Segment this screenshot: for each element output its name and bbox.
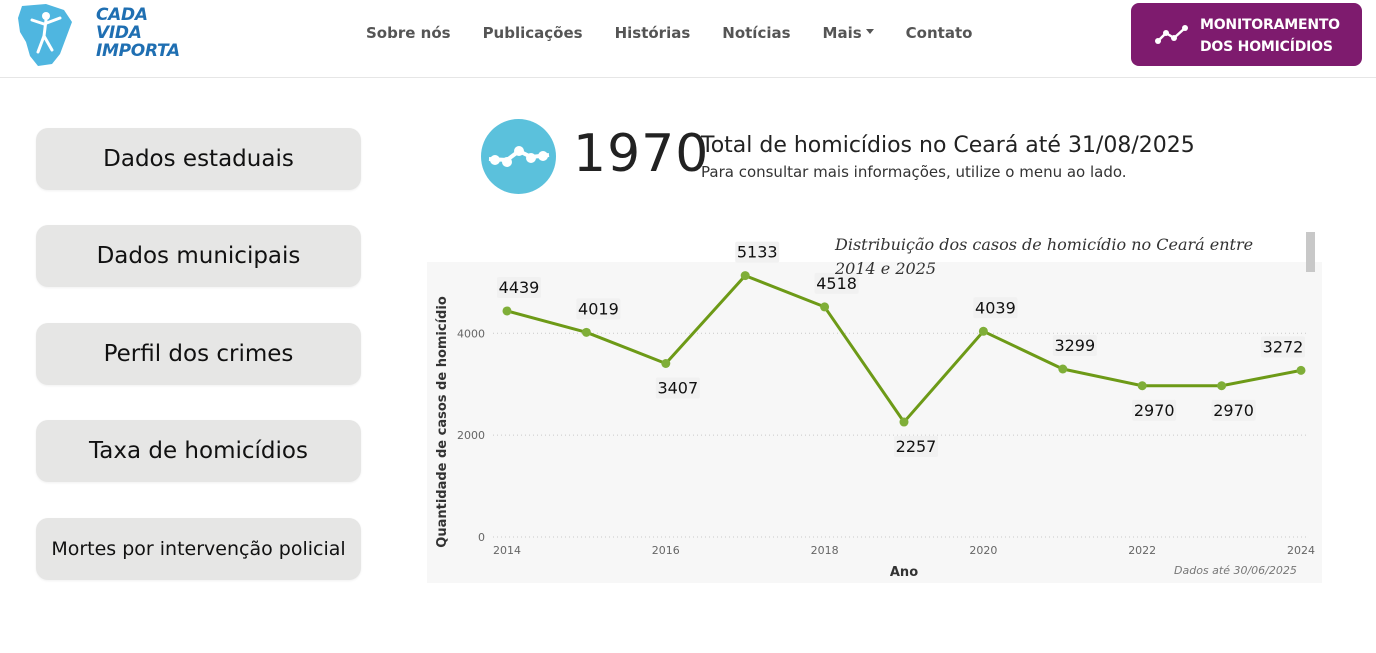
- data-label-background: [497, 276, 541, 298]
- chart-title: Distribuição dos casos de homicídio no C…: [835, 235, 1254, 278]
- chart-panel: [427, 262, 1322, 583]
- data-label-background: [1052, 334, 1097, 356]
- data-point: [1137, 381, 1147, 391]
- nav-item-contato[interactable]: Contato: [905, 24, 973, 42]
- data-label: 5133: [737, 243, 778, 262]
- data-point: [899, 417, 909, 427]
- x-tick-label: 2016: [652, 544, 680, 557]
- x-tick-label: 2024: [1287, 544, 1315, 557]
- data-point: [661, 358, 671, 368]
- chart-title-scrollbar[interactable]: [1306, 232, 1315, 272]
- sidebar-item-perfil-dos-crimes[interactable]: Perfil dos crimes: [36, 323, 361, 385]
- line-chart-icon: [1155, 25, 1188, 44]
- data-label: 2970: [1213, 401, 1254, 420]
- data-label: 4039: [975, 298, 1016, 317]
- data-label: 3299: [1054, 336, 1095, 355]
- data-label: 3272: [1263, 337, 1304, 356]
- data-label: 2257: [896, 437, 937, 456]
- data-point: [1296, 365, 1306, 375]
- nav-item-mais-label: Mais: [822, 24, 862, 42]
- monitoring-button-line-1: MONITORAMENTO: [1200, 17, 1340, 33]
- nav-item-noticias[interactable]: Notícias: [722, 24, 791, 42]
- ceara-map-figure-icon: [18, 4, 72, 66]
- data-label-background: [1211, 399, 1256, 421]
- kpi-title: Total de homicídios no Ceará até 31/08/2…: [701, 133, 1195, 158]
- kpi-subtitle: Para consultar mais informações, utilize…: [701, 163, 1127, 181]
- data-point: [1058, 364, 1068, 374]
- chart-footnote: Dados até 30/06/2025: [1174, 564, 1297, 577]
- logo-line-3: IMPORTA: [96, 41, 180, 61]
- main-nav: Sobre nós Publicações Histórias Notícias…: [350, 24, 988, 42]
- x-tick-label: 2020: [969, 544, 997, 557]
- data-point: [1217, 381, 1227, 391]
- data-point: [820, 302, 830, 312]
- x-tick-label: 2014: [493, 544, 521, 557]
- data-label-background: [735, 241, 780, 263]
- monitoring-homicides-button[interactable]: MONITORAMENTO DOS HOMICÍDIOS: [1131, 3, 1362, 66]
- y-tick-label: 2000: [457, 429, 485, 442]
- data-label-background: [576, 298, 621, 320]
- data-point: [978, 326, 988, 336]
- data-point: [502, 306, 512, 316]
- homicides-line-chart: 0 2000 4000 2014 2016 2018 2020 2022 2024 Ano Quan…: [435, 241, 1315, 580]
- y-axis-title: Quantidade de casos de homicídio: [435, 296, 450, 548]
- sidebar-item-dados-estaduais[interactable]: Dados estaduais: [36, 128, 361, 190]
- monitoring-button-line-2: DOS HOMICÍDIOS: [1200, 39, 1333, 55]
- y-tick-label: 4000: [457, 327, 485, 340]
- nav-item-sobre-nos[interactable]: Sobre nós: [366, 24, 451, 42]
- data-label: 3407: [657, 378, 698, 397]
- x-tick-label: 2018: [811, 544, 839, 557]
- nav-item-historias[interactable]: Histórias: [614, 24, 691, 42]
- series-line: [506, 274, 1302, 424]
- data-label-background: [814, 272, 859, 294]
- data-label-background: [655, 377, 700, 399]
- x-tick-label: 2022: [1128, 544, 1156, 557]
- data-label-background: [1261, 336, 1305, 358]
- logo-text: CADA VIDA IMPORTA: [96, 6, 180, 60]
- nav-item-publicacoes[interactable]: Publicações: [482, 24, 583, 42]
- data-label-background: [1132, 399, 1177, 421]
- logo-line-2: VIDA: [96, 23, 142, 43]
- logo-line-1: CADA: [96, 5, 148, 25]
- data-label-background: [894, 436, 938, 458]
- data-label: 4019: [578, 299, 619, 318]
- top-header: CADA VIDA IMPORTA Sobre nós Publicações …: [0, 0, 1376, 78]
- trend-line-icon: [488, 146, 550, 167]
- sidebar-item-mortes-intervencao-policial[interactable]: Mortes por intervenção policial: [36, 518, 361, 580]
- nav-item-mais[interactable]: Mais: [807, 24, 890, 42]
- caret-down-icon: [865, 29, 874, 34]
- site-logo[interactable]: CADA VIDA IMPORTA: [16, 2, 180, 68]
- data-label-background: [973, 297, 1018, 319]
- data-point: [740, 271, 750, 281]
- x-axis-title: Ano: [890, 565, 918, 580]
- y-tick-label: 0: [478, 531, 485, 544]
- kpi-trend-badge: [481, 119, 556, 194]
- data-label: 2970: [1134, 401, 1175, 420]
- kpi-total-homicides: 1970: [573, 124, 710, 184]
- sidebar-item-taxa-de-homicidios[interactable]: Taxa de homicídios: [36, 420, 361, 482]
- data-label: 4518: [816, 274, 857, 293]
- monitoring-button-label: MONITORAMENTO DOS HOMICÍDIOS: [1200, 14, 1340, 58]
- data-point: [581, 327, 591, 337]
- sidebar-item-dados-municipais[interactable]: Dados municipais: [36, 225, 361, 287]
- data-label: 4439: [499, 278, 540, 297]
